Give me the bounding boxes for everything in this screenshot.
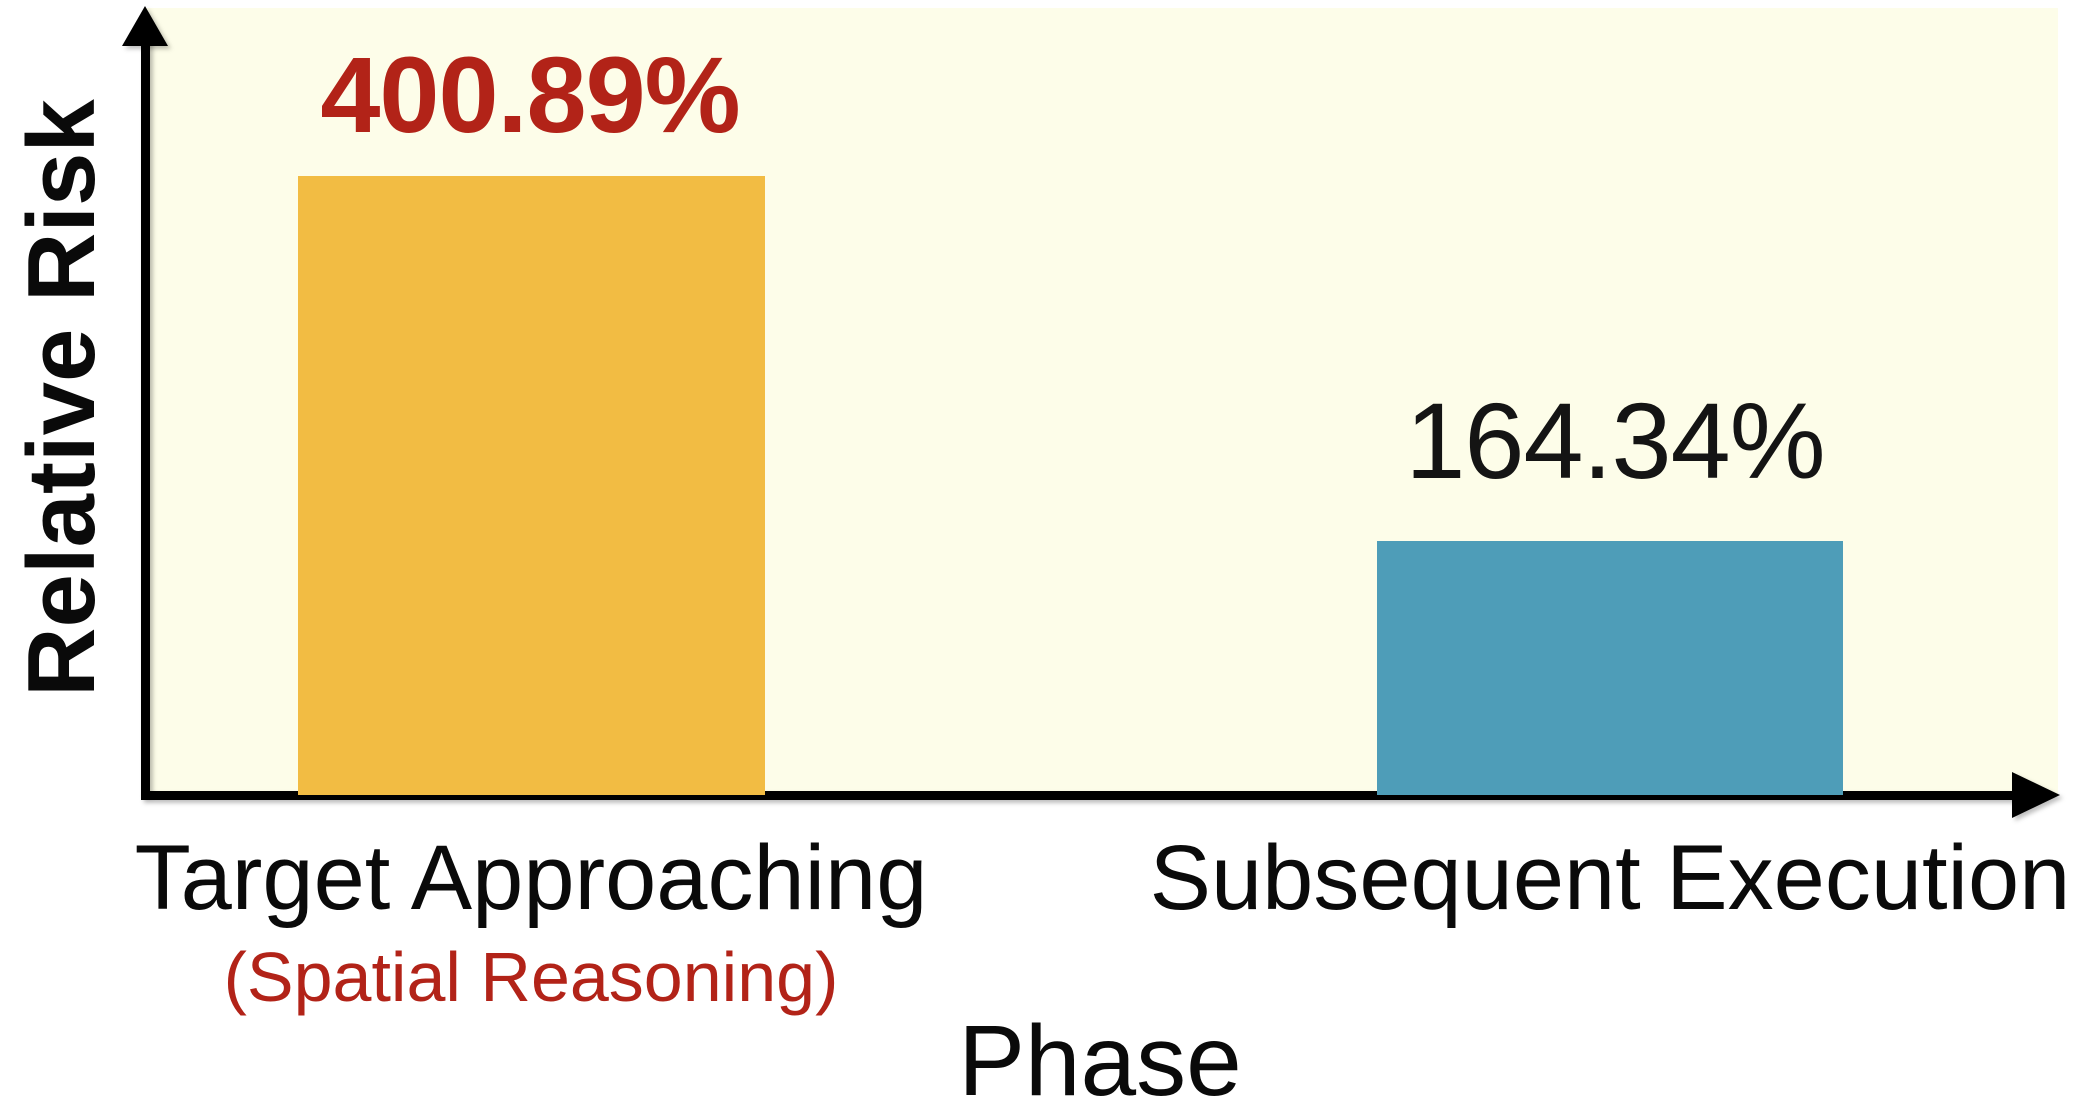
bar-subsequent-execution: [1377, 541, 1843, 795]
x-axis-line: [141, 791, 2013, 800]
category-sublabel-spatial-reasoning: (Spatial Reasoning): [223, 938, 839, 1016]
x-axis-title: Phase: [958, 1005, 1242, 1112]
bar-target-approaching: [298, 176, 765, 795]
category-label-subsequent-execution: Subsequent Execution: [1149, 827, 2071, 929]
category-label-target-approaching: Target Approaching: [134, 827, 928, 929]
x-axis-arrowhead-icon: [2012, 772, 2060, 818]
y-axis-arrowhead-icon: [122, 6, 168, 46]
y-axis-line: [141, 38, 150, 795]
y-axis-title: Relative Risk: [8, 99, 115, 697]
value-label-subsequent-execution: 164.34%: [1405, 380, 1825, 501]
value-label-target-approaching: 400.89%: [320, 34, 740, 155]
